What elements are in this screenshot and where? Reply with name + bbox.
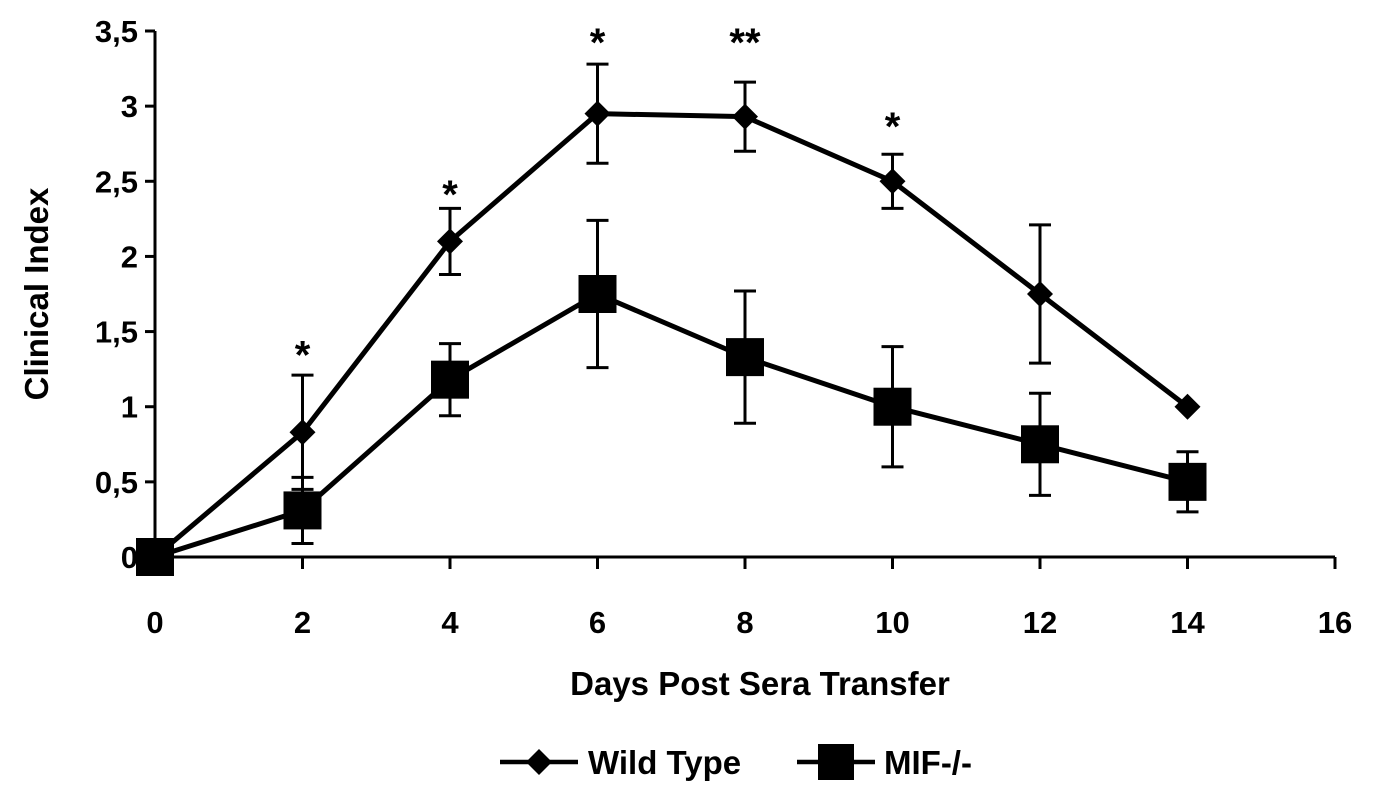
- x-axis-label: Days Post Sera Transfer: [570, 665, 950, 702]
- x-tick-label: 14: [1170, 605, 1205, 640]
- y-tick-label: 2: [121, 239, 138, 274]
- y-tick-label: 0: [121, 540, 138, 575]
- x-axis: 0 2 4 6 8 10 12 14 16: [146, 555, 1352, 640]
- x-tick-label: 4: [441, 605, 459, 640]
- significance-marker: *: [590, 21, 606, 65]
- series-line: [154, 291, 1189, 560]
- data-point: [283, 491, 322, 530]
- significance-marker: *: [885, 105, 901, 149]
- y-tick-label: 2,5: [95, 164, 138, 199]
- legend-label-wild-type: Wild Type: [588, 744, 741, 781]
- x-tick-label: 0: [146, 605, 163, 640]
- legend-item-wild-type: Wild Type: [500, 744, 741, 781]
- y-tick-label: 1: [121, 390, 138, 425]
- diamond-icon: [526, 749, 552, 775]
- significance-marker: **: [729, 21, 761, 65]
- y-tick-label: 0,5: [95, 465, 138, 500]
- data-point: [584, 100, 611, 127]
- square-icon: [818, 744, 854, 780]
- y-axis-label: Clinical Index: [18, 187, 55, 400]
- data-point: [578, 275, 617, 313]
- series-line: [153, 111, 1190, 559]
- legend: Wild Type MIF-/-: [500, 744, 972, 781]
- significance-marker: *: [295, 334, 311, 378]
- y-tick-label: 3,5: [95, 14, 138, 49]
- x-tick-label: 10: [875, 605, 909, 640]
- data-point: [879, 168, 906, 195]
- data-point: [732, 103, 758, 130]
- data-point: [1174, 393, 1201, 420]
- y-tick-label: 1,5: [95, 315, 138, 350]
- data-point: [437, 228, 463, 255]
- legend-item-mif: MIF-/-: [797, 744, 972, 781]
- y-ticks: 0 0,5 1 1,5 2 2,5 3 3,5: [95, 14, 155, 575]
- data-point: [1027, 281, 1053, 307]
- x-tick-label: 16: [1318, 605, 1352, 640]
- series-mif: [136, 218, 1207, 576]
- data-point: [1021, 425, 1059, 464]
- x-ticks: 0 2 4 6 8 10 12 14 16: [146, 557, 1352, 640]
- data-point: [431, 360, 469, 399]
- significance-annotations: *** ***: [295, 21, 901, 378]
- series-layer: [136, 62, 1207, 576]
- x-tick-label: 2: [294, 605, 311, 640]
- y-tick-label: 3: [121, 89, 138, 124]
- y-axis: 0 0,5 1 1,5 2 2,5 3 3,5: [95, 14, 157, 575]
- data-point: [289, 419, 316, 446]
- data-point: [136, 538, 174, 576]
- x-tick-label: 6: [589, 605, 606, 640]
- x-tick-label: 8: [736, 605, 753, 640]
- data-point: [726, 338, 764, 377]
- significance-marker: *: [442, 173, 458, 217]
- legend-label-mif: MIF-/-: [884, 744, 972, 781]
- x-tick-label: 12: [1023, 605, 1057, 640]
- data-point: [873, 387, 912, 426]
- data-point: [1168, 462, 1207, 501]
